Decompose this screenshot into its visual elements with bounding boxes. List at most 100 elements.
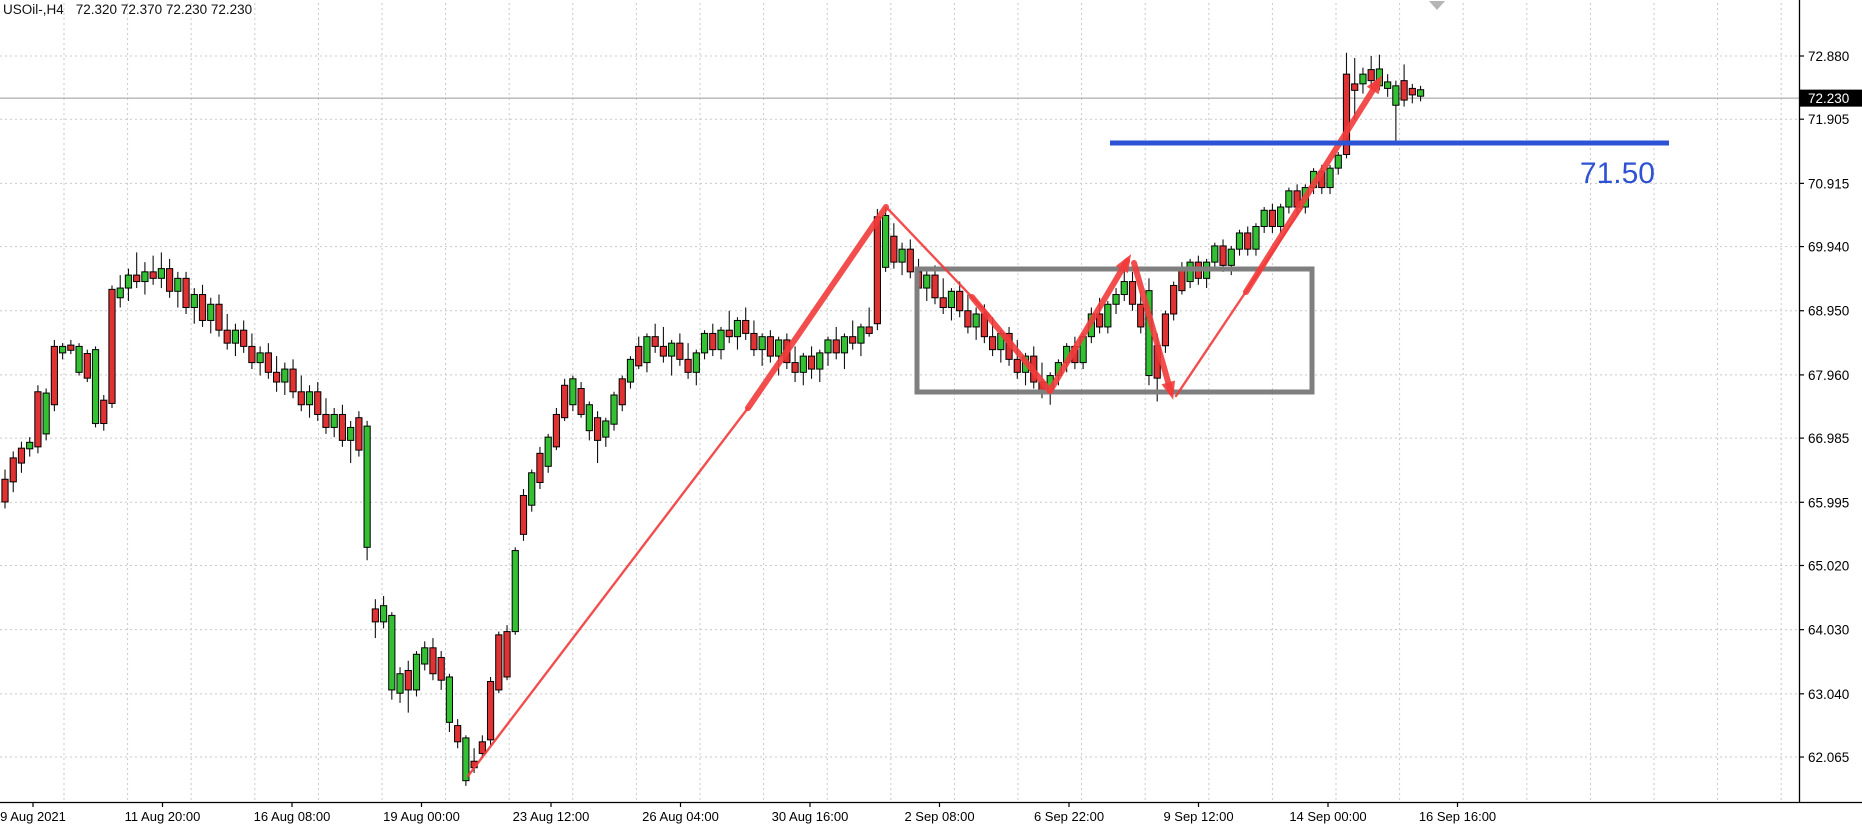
candle-body-bull xyxy=(116,287,124,299)
candle-body-bear xyxy=(561,384,569,419)
date-axis-label: 26 Aug 04:00 xyxy=(642,809,719,824)
candle-body-bear xyxy=(215,303,223,331)
candle xyxy=(1252,223,1260,256)
candle-body-bull xyxy=(421,647,429,665)
candle xyxy=(931,265,939,305)
trend-arrowhead xyxy=(1161,380,1175,400)
candle xyxy=(528,469,536,512)
candle xyxy=(75,343,83,376)
candle-body-bear xyxy=(865,326,873,334)
candle-body-bear xyxy=(1351,83,1359,91)
candle-body-bear xyxy=(766,336,774,357)
date-axis-label: 16 Aug 08:00 xyxy=(254,809,331,824)
candle-body-bear xyxy=(890,235,898,263)
candle-body-bull xyxy=(388,614,396,691)
scroll-to-end-icon[interactable] xyxy=(1429,1,1445,10)
candle xyxy=(700,330,709,360)
consolidation-rectangle[interactable] xyxy=(914,266,1315,395)
date-axis-label: 14 Sep 00:00 xyxy=(1289,809,1366,824)
candle-body-bull xyxy=(1260,209,1268,227)
candle xyxy=(956,281,964,318)
price-axis-label: 69.940 xyxy=(1808,240,1849,255)
price-axis-label: 65.995 xyxy=(1808,495,1849,510)
candle-body-bull xyxy=(1112,294,1120,305)
candle-body-bear xyxy=(618,378,626,406)
candle-body-bull xyxy=(462,737,470,782)
candle-body-bull xyxy=(758,336,766,351)
candle xyxy=(240,320,248,353)
candle xyxy=(174,271,182,308)
price-axis-label: 65.020 xyxy=(1808,558,1849,573)
candle-body-bear xyxy=(198,294,207,321)
trend-line[interactable] xyxy=(1047,258,1130,394)
candle xyxy=(330,407,338,438)
candle-body-bear xyxy=(832,339,840,354)
candle xyxy=(1161,310,1170,353)
candle-body-bull xyxy=(174,277,182,292)
candle-body-bull xyxy=(1392,85,1400,106)
candle xyxy=(421,641,429,671)
candle xyxy=(865,307,873,337)
candle-body-bear xyxy=(371,608,379,623)
candle xyxy=(91,346,100,428)
candle xyxy=(1211,242,1219,269)
candle-body-bull xyxy=(141,271,149,283)
date-axis-label: 19 Aug 00:00 xyxy=(383,809,460,824)
candle-body-bull xyxy=(91,349,100,425)
candle xyxy=(964,294,972,334)
candle-body-bear xyxy=(1219,245,1227,266)
candle-body-bull xyxy=(733,319,742,338)
candle xyxy=(34,385,42,454)
candle xyxy=(289,359,297,399)
candle-body-bear xyxy=(404,669,412,691)
candle-body-bull xyxy=(799,355,807,373)
candle-body-bull xyxy=(717,329,725,351)
candle-body-bull xyxy=(602,420,610,438)
trend-line[interactable] xyxy=(1131,260,1174,395)
candle-body-bull xyxy=(190,294,198,309)
candle xyxy=(297,375,305,412)
candle xyxy=(709,323,717,357)
candle-body-bear xyxy=(1161,313,1170,347)
candle-body-bear xyxy=(577,388,585,415)
candle-body-bear xyxy=(725,329,733,338)
candle-body-bull xyxy=(610,394,618,425)
candle-body-bull xyxy=(816,352,824,370)
candle xyxy=(1268,203,1277,233)
trend-line[interactable] xyxy=(1243,79,1381,295)
candle-body-bull xyxy=(898,248,906,263)
candle xyxy=(190,288,198,324)
candle-body-bull xyxy=(75,345,83,373)
candle-body-bear xyxy=(593,417,602,441)
candle-body-bear xyxy=(1178,268,1186,292)
candle-body-bull xyxy=(124,274,133,289)
date-axis-label: 2 Sep 08:00 xyxy=(904,809,974,824)
candle-body-bull xyxy=(281,368,289,383)
candle-body-bear xyxy=(1128,281,1137,305)
candle xyxy=(1326,164,1334,195)
candle xyxy=(1128,271,1137,311)
candle xyxy=(495,631,503,694)
candle xyxy=(766,330,774,363)
candle-body-bear xyxy=(322,413,330,428)
candle-body-bear xyxy=(486,681,495,741)
candle xyxy=(807,346,816,379)
candle-body-bull xyxy=(1186,261,1194,283)
candle xyxy=(676,333,684,366)
price-axis-label: 66.985 xyxy=(1808,431,1849,446)
date-axis-label: 30 Aug 16:00 xyxy=(772,809,849,824)
trend-line[interactable] xyxy=(466,406,750,778)
candle-body-bear xyxy=(989,336,997,351)
candle xyxy=(602,417,610,447)
trend-line[interactable] xyxy=(969,294,1053,394)
candle-body-bear xyxy=(272,371,281,383)
candle xyxy=(692,349,700,386)
candle-body-bull xyxy=(1227,248,1235,266)
candle xyxy=(923,268,931,302)
candle-body-bull xyxy=(207,303,215,321)
candle xyxy=(643,333,651,373)
price-axis-label: 67.960 xyxy=(1808,368,1849,383)
candle xyxy=(816,349,824,383)
trend-line[interactable] xyxy=(745,204,889,411)
